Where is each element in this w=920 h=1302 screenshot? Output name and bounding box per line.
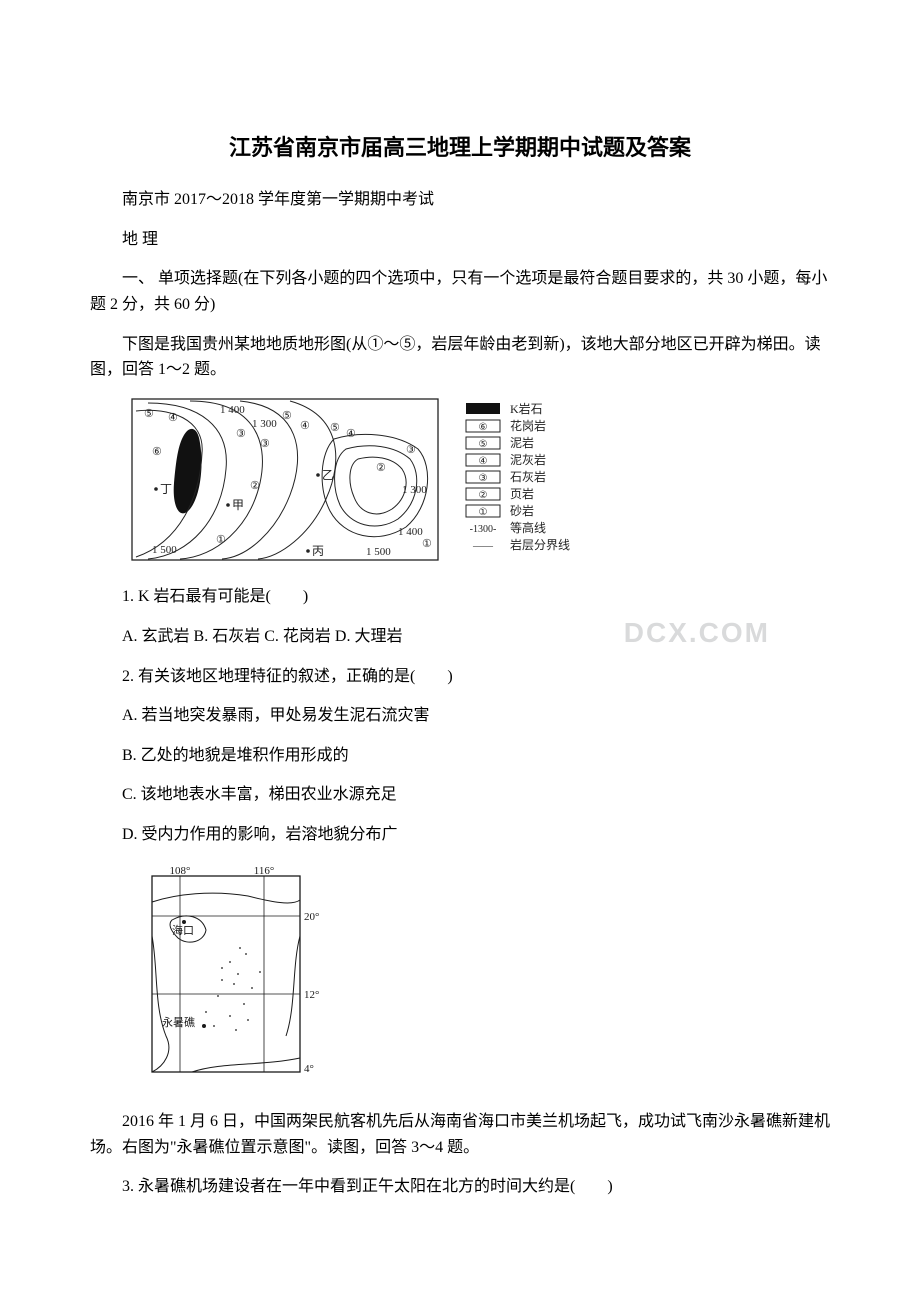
question-2: 2. 有关该地区地理特征的叙述，正确的是( )	[90, 664, 830, 690]
figure-1: 1 4001 3001 3001 4001 5001 500①②③④⑤⑥②⑤④③…	[130, 397, 830, 571]
geology-map-svg: 1 4001 3001 3001 4001 5001 500①②③④⑤⑥②⑤④③…	[130, 397, 590, 562]
svg-text:④: ④	[300, 420, 310, 432]
svg-text:K岩石: K岩石	[510, 401, 543, 416]
svg-text:③: ③	[406, 444, 416, 456]
question-2-option-d: D. 受内力作用的影响，岩溶地貌分布广	[90, 822, 830, 848]
svg-text:永暑礁: 永暑礁	[162, 1015, 195, 1029]
svg-text:-1300-: -1300-	[470, 524, 497, 535]
svg-text:④: ④	[346, 428, 356, 440]
svg-text:②: ②	[376, 462, 386, 474]
svg-text:①: ①	[479, 507, 488, 518]
svg-text:⑤: ⑤	[479, 439, 488, 450]
svg-text:石灰岩: 石灰岩	[510, 469, 546, 484]
svg-text:乙: 乙	[322, 468, 334, 482]
q1-options-text: A. 玄武岩 B. 石灰岩 C. 花岗岩 D. 大理岩	[122, 628, 402, 645]
svg-text:②: ②	[250, 480, 260, 492]
svg-text:4°: 4°	[304, 1063, 314, 1075]
svg-text:⑥: ⑥	[479, 422, 488, 433]
svg-text:页岩: 页岩	[510, 486, 534, 501]
svg-text:岩层分界线: 岩层分界线	[510, 537, 570, 552]
svg-text:⑤: ⑤	[282, 410, 292, 422]
svg-text:1 400: 1 400	[220, 404, 245, 416]
question-1-options: A. 玄武岩 B. 石灰岩 C. 花岗岩 D. 大理岩 DCX.COM	[90, 624, 830, 650]
svg-text:①: ①	[422, 538, 432, 550]
svg-text:②: ②	[479, 490, 488, 501]
page-title: 江苏省南京市届高三地理上学期期中试题及答案	[90, 130, 830, 165]
svg-text:1 300: 1 300	[252, 418, 277, 430]
section-1-heading: 一、 单项选择题(在下列各小题的四个选项中，只有一个选项是最符合题目要求的，共 …	[90, 266, 830, 317]
svg-text:③: ③	[479, 473, 488, 484]
location-map-svg: 108° 116° 20° 12° 4° 海口永暑礁	[130, 862, 325, 1087]
question-3: 3. 永暑礁机场建设者在一年中看到正午太阳在北方的时间大约是( )	[90, 1174, 830, 1200]
svg-text:20°: 20°	[304, 911, 319, 923]
svg-text:④: ④	[168, 412, 178, 424]
svg-text:1 400: 1 400	[398, 526, 423, 538]
svg-text:12°: 12°	[304, 989, 319, 1001]
question-1: 1. K 岩石最有可能是( )	[90, 584, 830, 610]
svg-text:③: ③	[236, 428, 246, 440]
svg-text:海口: 海口	[172, 923, 194, 937]
svg-text:甲: 甲	[232, 498, 244, 512]
svg-text:③: ③	[260, 438, 270, 450]
svg-text:丙: 丙	[312, 544, 324, 558]
svg-text:116°: 116°	[254, 865, 275, 877]
svg-text:1 500: 1 500	[366, 546, 391, 558]
svg-text:砂岩: 砂岩	[510, 503, 534, 518]
svg-text:1 500: 1 500	[152, 544, 177, 556]
svg-text:108°: 108°	[170, 865, 191, 877]
svg-text:丁: 丁	[160, 482, 172, 496]
svg-text:⑥: ⑥	[152, 446, 162, 458]
question-2-option-b: B. 乙处的地貌是堆积作用形成的	[90, 743, 830, 769]
svg-text:泥岩: 泥岩	[510, 435, 534, 450]
exam-subtitle: 南京市 2017～2018 学年度第一学期期中考试	[90, 187, 830, 213]
svg-text:①: ①	[216, 534, 226, 546]
svg-text:⑤: ⑤	[330, 422, 340, 434]
question-2-option-c: C. 该地地表水丰富，梯田农业水源充足	[90, 782, 830, 808]
svg-text:④: ④	[479, 456, 488, 467]
watermark: DCX.COM	[592, 611, 770, 656]
svg-text:⑤: ⑤	[144, 408, 154, 420]
subject-label: 地 理	[90, 227, 830, 253]
svg-text:——: ——	[472, 541, 494, 552]
svg-text:等高线: 等高线	[510, 520, 546, 535]
svg-text:泥灰岩: 泥灰岩	[510, 452, 546, 467]
context-1: 下图是我国贵州某地地质地形图(从①～⑤，岩层年龄由老到新)，该地大部分地区已开辟…	[90, 332, 830, 383]
figure-2: 108° 116° 20° 12° 4° 海口永暑礁	[130, 862, 830, 1096]
svg-text:花岗岩: 花岗岩	[510, 418, 546, 433]
context-2: 2016 年 1 月 6 日，中国两架民航客机先后从海南省海口市美兰机场起飞，成…	[90, 1109, 830, 1160]
question-2-option-a: A. 若当地突发暴雨，甲处易发生泥石流灾害	[90, 703, 830, 729]
svg-text:1 300: 1 300	[402, 484, 427, 496]
